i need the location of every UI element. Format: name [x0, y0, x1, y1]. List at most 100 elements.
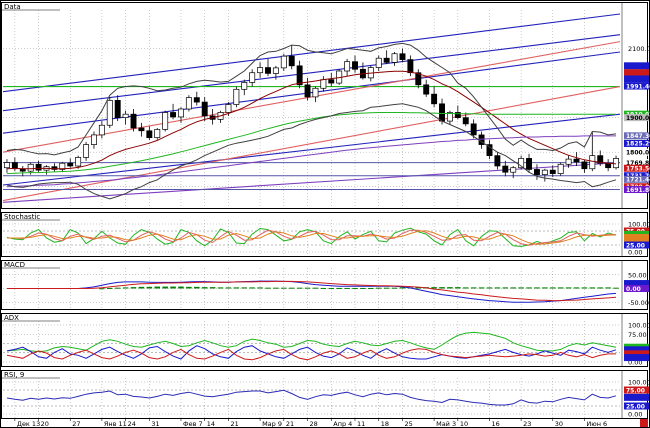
x-tick-label: 20 — [41, 420, 49, 428]
candle-body — [549, 169, 556, 174]
series-line-0 — [7, 280, 617, 303]
histogram-bar — [597, 287, 603, 289]
candle-body — [407, 59, 414, 74]
series-line-0 — [6, 389, 617, 406]
histogram-bar — [273, 287, 279, 289]
candle-body — [201, 101, 208, 117]
candle-body — [178, 108, 184, 118]
y-tick-label: 100.00 — [628, 322, 650, 330]
value-badge-label: 1753.56 — [626, 166, 650, 173]
histogram-bar — [581, 287, 588, 289]
value-badge-label: 1800.00 — [626, 149, 650, 156]
histogram-bar — [249, 287, 255, 289]
histogram-bar — [455, 287, 461, 289]
histogram-bar — [542, 287, 548, 289]
x-tick-label: 27 — [72, 420, 80, 428]
candle-body — [605, 162, 612, 169]
candle-body — [98, 124, 105, 136]
series-line-1 — [6, 70, 617, 170]
panel-title: Stochastic — [4, 213, 40, 221]
histogram-bar — [170, 286, 176, 289]
histogram-bar — [431, 287, 437, 289]
histogram-bar — [312, 287, 319, 289]
histogram-bar — [320, 287, 327, 289]
candle-body — [518, 158, 525, 169]
x-tick-label: 10 — [460, 420, 468, 428]
y-tick-label: 0.00 — [628, 411, 642, 419]
histogram-bar — [233, 287, 240, 289]
candle-body — [446, 112, 453, 122]
x-tick-label: 18 — [381, 420, 389, 428]
histogram-bar — [186, 286, 192, 289]
histogram-bar — [146, 286, 153, 289]
value-badge — [624, 237, 649, 245]
histogram-bar — [383, 287, 390, 289]
histogram-bar — [439, 287, 445, 289]
candle-body — [3, 162, 10, 169]
candle-body — [257, 67, 264, 74]
candle-body — [383, 57, 390, 63]
histogram-bar — [510, 287, 516, 289]
candle-body — [502, 165, 509, 173]
x-tick-label: Фев 7 — [183, 420, 203, 428]
histogram-bar — [526, 287, 532, 289]
value-badge-label: 1900.00 — [626, 115, 650, 122]
candle-body — [462, 117, 469, 125]
histogram-bar — [368, 287, 374, 289]
candle-body — [75, 157, 82, 167]
panel-title: ADX — [4, 314, 19, 322]
series-line-1 — [6, 345, 617, 360]
candle-body — [225, 104, 232, 113]
histogram-bar — [154, 286, 161, 289]
x-tick-label: Дек 13 — [17, 420, 40, 428]
candle-body — [415, 72, 422, 86]
x-tick-label: Мар 9 — [262, 420, 282, 428]
candle-body — [304, 84, 311, 98]
series-line-4 — [6, 42, 617, 156]
histogram-bar — [557, 287, 564, 289]
candle-body — [352, 61, 358, 70]
candle-body — [470, 123, 477, 136]
histogram-bar — [344, 287, 350, 289]
series-line-5 — [6, 103, 617, 200]
value-badge — [624, 402, 649, 410]
panel-title: RSI, 9 — [4, 371, 24, 379]
trend-line — [2, 34, 621, 112]
candle-body — [27, 163, 34, 172]
histogram-bar — [375, 287, 382, 289]
candle-body — [597, 155, 604, 164]
candle-body — [35, 163, 42, 171]
trend-line — [2, 51, 621, 134]
candle-body — [557, 163, 564, 174]
histogram-bar — [415, 287, 422, 289]
histogram-bar — [304, 287, 311, 289]
candle-body — [344, 61, 351, 72]
x-tick-label: 21 — [230, 420, 238, 428]
value-badge — [624, 241, 649, 249]
candle-body — [589, 155, 596, 170]
histogram-bar — [257, 287, 263, 289]
y-tick-label: 100.00 — [628, 221, 650, 229]
histogram-bar — [114, 287, 121, 289]
value-badge-label: 25.00 — [626, 242, 645, 249]
histogram-bar — [360, 287, 366, 289]
value-badge-label: 25.00 — [626, 403, 645, 410]
candle-body — [454, 112, 461, 118]
x-tick-label: 11 — [357, 420, 365, 428]
x-tick-label: Апр 4 — [333, 420, 352, 428]
y-tick-label: 50.00 — [628, 271, 647, 279]
x-tick-label: 31 — [151, 420, 159, 428]
value-badge — [624, 350, 649, 358]
trend-line — [2, 41, 621, 153]
candle-body — [91, 134, 97, 145]
candle-body — [241, 82, 248, 90]
candle-body — [573, 158, 580, 163]
value-badge — [624, 69, 649, 77]
series-line-2 — [6, 348, 616, 361]
value-badge — [624, 148, 649, 156]
candle-body — [581, 161, 588, 170]
y-tick-label: -50.00 — [628, 299, 649, 307]
y-tick-label: 0.00 — [628, 359, 642, 367]
